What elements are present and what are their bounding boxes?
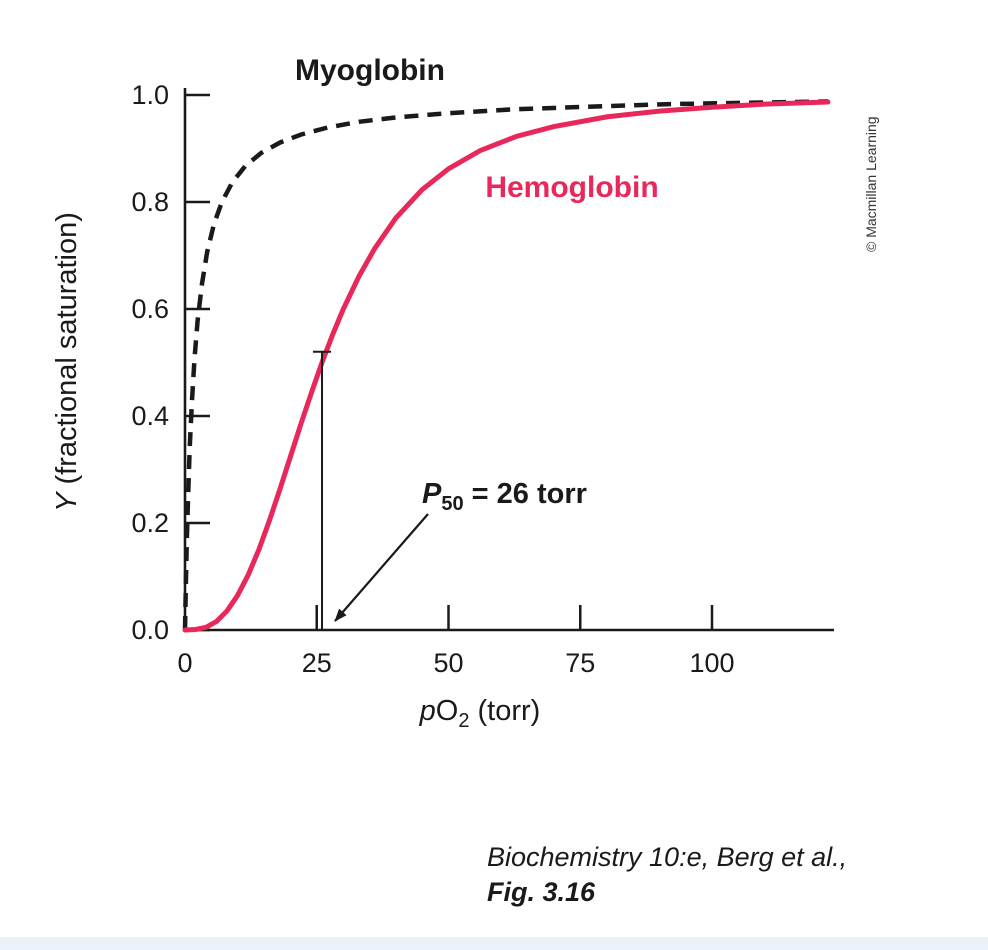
- p50-value: = 26 torr: [464, 478, 587, 510]
- y-axis-title: Y (fractional saturation): [51, 212, 83, 512]
- p50-symbol: P: [422, 478, 442, 510]
- p50-annotation-label: P50 = 26 torr: [422, 478, 587, 515]
- x-tick-label: 25: [302, 648, 332, 678]
- bottom-strip: [0, 937, 988, 950]
- y-tick-label: 0.8: [131, 187, 169, 217]
- caption-source: Biochemistry 10:e, Berg et al.,: [487, 842, 848, 872]
- x-axis-title-unit: (torr): [469, 695, 540, 727]
- x-tick-label: 0: [177, 648, 192, 678]
- p50-subscript: 50: [441, 493, 463, 515]
- publisher-credit: © Macmillan Learning: [863, 116, 879, 252]
- myoglobin-curve: [182, 99, 828, 631]
- y-tick-label: 0.4: [131, 401, 169, 431]
- y-axis-title-rest: (fractional saturation): [51, 212, 83, 492]
- p50-arrow-icon: [334, 513, 429, 622]
- x-axis-title-o: O: [436, 695, 459, 727]
- hemoglobin-label: Hemoglobin: [485, 171, 658, 204]
- caption-figure-number: Fig. 3.16: [487, 876, 596, 907]
- y-axis-title-y: Y: [51, 490, 83, 512]
- y-tick-label: 0.0: [131, 615, 169, 645]
- x-tick-label: 100: [689, 648, 734, 678]
- x-tick-label: 75: [565, 648, 595, 678]
- x-axis-ticks: 0 25 50 75 100: [177, 605, 735, 678]
- y-axis-ticks: 0.0 0.2 0.4 0.6 0.8 1.0: [131, 80, 210, 645]
- y-tick-label: 0.2: [131, 508, 169, 538]
- figure-caption: Biochemistry 10:e, Berg et al., Fig. 3.1…: [487, 840, 847, 909]
- x-axis-title-sub: 2: [458, 710, 469, 732]
- myoglobin-label: Myoglobin: [295, 54, 445, 87]
- x-tick-label: 50: [433, 648, 463, 678]
- x-axis-title-p: p: [419, 695, 436, 727]
- y-tick-label: 1.0: [131, 80, 169, 110]
- hemoglobin-curve: [182, 99, 831, 633]
- x-axis-title: pO2 (torr): [419, 695, 541, 732]
- y-tick-label: 0.6: [131, 294, 169, 324]
